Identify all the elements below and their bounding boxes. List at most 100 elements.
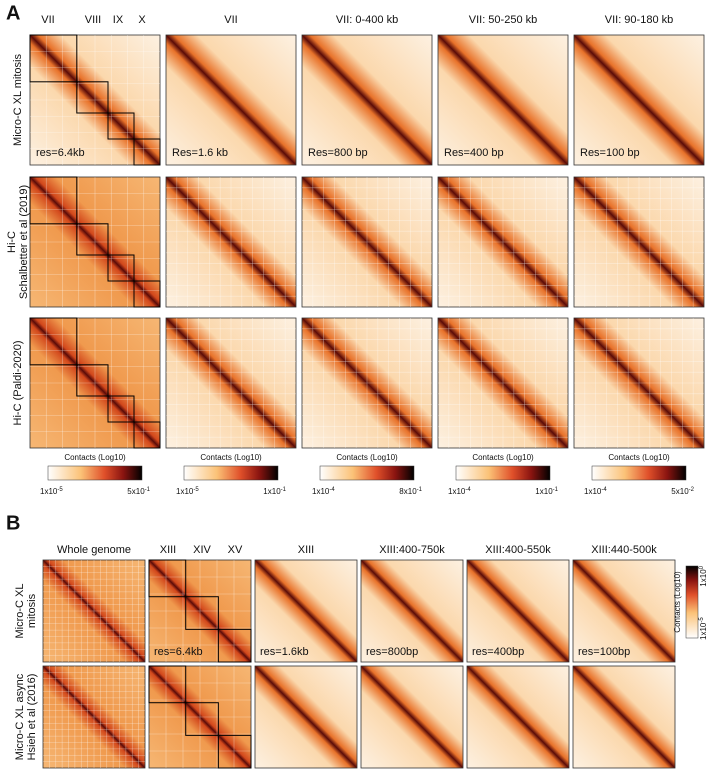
row-label: Hi-C (Paldi-2020) bbox=[12, 341, 24, 426]
scale-exp: -1 bbox=[553, 487, 559, 493]
chromosome-box bbox=[217, 734, 252, 769]
heatmap bbox=[437, 34, 569, 166]
column-header: XIII:400-750k bbox=[379, 544, 445, 556]
heatmap bbox=[42, 559, 146, 663]
colorbar bbox=[47, 465, 143, 481]
heatmap bbox=[165, 176, 297, 308]
scale-label: 1x10-4 bbox=[448, 487, 471, 497]
resolution-label: res=100bp bbox=[578, 646, 630, 658]
row-label: Schalbetter et al (2019) bbox=[18, 185, 30, 299]
heatmap bbox=[29, 34, 161, 166]
column-header: XIII:400-550k bbox=[485, 544, 551, 556]
scale-base: 1x10 bbox=[699, 622, 708, 640]
chromosome-label: XIV bbox=[193, 544, 211, 556]
scale-base: 8x10 bbox=[399, 487, 417, 496]
scale-label: 1x10-5 bbox=[176, 487, 199, 497]
scale-base: 1x10 bbox=[448, 487, 466, 496]
scale-label: 1x10-4 bbox=[312, 487, 335, 497]
colorbar-title: Contacts (Log10) bbox=[200, 453, 262, 462]
chromosome-label: XIII bbox=[160, 544, 177, 556]
resolution-label: res=1.6kb bbox=[260, 646, 309, 658]
chromosome-box bbox=[185, 596, 219, 630]
resolution-label: Res=800 bp bbox=[308, 147, 368, 159]
scale-exp: 0 bbox=[699, 565, 705, 569]
scale-exp: -2 bbox=[689, 487, 695, 493]
resolution-label: res=6.4kb bbox=[154, 646, 203, 658]
heatmap bbox=[572, 559, 676, 663]
chromosome-box bbox=[107, 395, 135, 423]
chromosome-box bbox=[76, 364, 109, 397]
heatmap bbox=[572, 665, 676, 769]
row-label: Micro-C XL bbox=[14, 583, 26, 638]
chromosome-box bbox=[185, 702, 219, 736]
heatmap bbox=[360, 665, 464, 769]
scale-base: 1x10 bbox=[176, 487, 194, 496]
scale-base: 1x10 bbox=[535, 487, 553, 496]
scale-label: 8x10-1 bbox=[399, 487, 422, 497]
column-header: XIII bbox=[298, 544, 315, 556]
scale-base: 1x10 bbox=[584, 487, 602, 496]
heatmap bbox=[42, 665, 146, 769]
scale-exp: -4 bbox=[465, 487, 471, 493]
scale-label: 5x10-1 bbox=[127, 487, 150, 497]
scale-exp: -5 bbox=[57, 487, 63, 493]
chromosome-box bbox=[148, 665, 187, 704]
scale-label: 1x10-5 bbox=[699, 617, 708, 640]
scale-base: 1x10 bbox=[263, 487, 281, 496]
heatmap bbox=[301, 317, 433, 449]
scale-label: 1x10-1 bbox=[535, 487, 558, 497]
heatmap bbox=[148, 559, 252, 663]
resolution-label: res=400bp bbox=[472, 646, 524, 658]
heatmap bbox=[437, 176, 569, 308]
colorbar-title: Contacts (Log10) bbox=[336, 453, 398, 462]
colorbar-title: Contacts (Log10) bbox=[608, 453, 670, 462]
scale-base: 1x10 bbox=[312, 487, 330, 496]
chromosome-box bbox=[133, 280, 161, 308]
heatmap bbox=[254, 559, 358, 663]
heatmap bbox=[573, 34, 705, 166]
chromosome-box bbox=[29, 176, 78, 225]
panel-label: A bbox=[6, 2, 20, 24]
chromosome-label: XV bbox=[228, 544, 243, 556]
heatmap bbox=[360, 559, 464, 663]
row-label: Hsieh et al (2016) bbox=[26, 674, 38, 761]
scale-exp: -4 bbox=[329, 487, 335, 493]
resolution-label: Res=100 bp bbox=[580, 147, 640, 159]
scale-label: 5x10-2 bbox=[671, 487, 694, 497]
chromosome-box bbox=[107, 112, 135, 140]
heatmap bbox=[301, 176, 433, 308]
chromosome-label: VII bbox=[41, 14, 54, 26]
scale-label: 1x100 bbox=[699, 565, 708, 586]
colorbar-title: Contacts (Log10) bbox=[472, 453, 534, 462]
colorbar bbox=[183, 465, 279, 481]
heatmap bbox=[165, 317, 297, 449]
resolution-label: Res=1.6 kb bbox=[172, 147, 228, 159]
scale-exp: -5 bbox=[193, 487, 199, 493]
scale-exp: -1 bbox=[417, 487, 423, 493]
heatmap bbox=[573, 176, 705, 308]
column-header: XIII:440-500k bbox=[591, 544, 657, 556]
colorbar bbox=[455, 465, 551, 481]
chromosome-box bbox=[29, 317, 78, 366]
scale-base: 1x10 bbox=[40, 487, 58, 496]
scale-exp: -5 bbox=[699, 617, 705, 623]
scale-label: 1x10-5 bbox=[40, 487, 63, 497]
chromosome-box bbox=[148, 559, 187, 598]
column-header: Whole genome bbox=[57, 544, 131, 556]
heatmap bbox=[148, 665, 252, 769]
chromosome-box bbox=[76, 81, 109, 114]
panel-label: B bbox=[6, 512, 20, 534]
heatmap bbox=[466, 559, 570, 663]
scale-base: 5x10 bbox=[127, 487, 145, 496]
heatmap bbox=[29, 176, 161, 308]
heatmap bbox=[29, 317, 161, 449]
row-label: Micro-C XL async bbox=[14, 673, 26, 760]
scale-base: 5x10 bbox=[671, 487, 689, 496]
heatmap bbox=[437, 317, 569, 449]
resolution-label: Res=400 bp bbox=[444, 147, 504, 159]
scale-label: 1x10-1 bbox=[263, 487, 286, 497]
chromosome-label: X bbox=[138, 14, 146, 26]
row-label: mitosis bbox=[26, 593, 38, 628]
colorbar-title: Contacts (Log10) bbox=[64, 453, 126, 462]
scale-base: 1x10 bbox=[699, 569, 708, 587]
